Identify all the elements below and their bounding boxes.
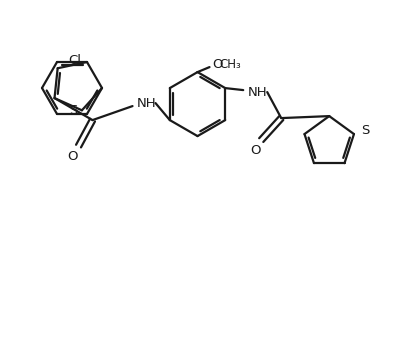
- Text: NH: NH: [247, 85, 267, 99]
- Text: O: O: [250, 144, 261, 157]
- Text: S: S: [69, 104, 77, 117]
- Text: CH₃: CH₃: [219, 57, 241, 71]
- Text: Cl: Cl: [68, 54, 81, 67]
- Text: O: O: [67, 149, 78, 163]
- Text: NH: NH: [137, 97, 156, 110]
- Text: S: S: [361, 124, 369, 137]
- Text: O: O: [212, 57, 223, 71]
